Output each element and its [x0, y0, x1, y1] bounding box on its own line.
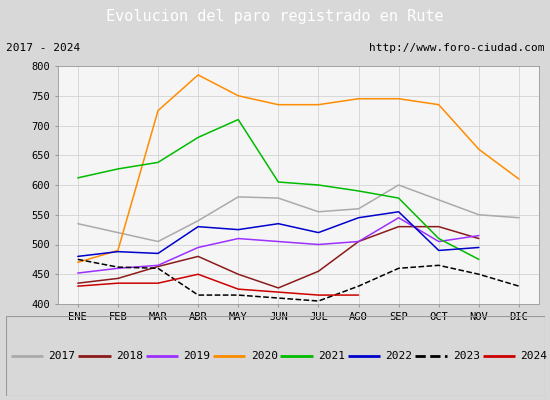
Text: 2024: 2024 — [520, 351, 547, 361]
Text: 2021: 2021 — [318, 351, 345, 361]
Text: Evolucion del paro registrado en Rute: Evolucion del paro registrado en Rute — [106, 10, 444, 24]
Text: http://www.foro-ciudad.com: http://www.foro-ciudad.com — [369, 43, 544, 53]
Text: 2020: 2020 — [251, 351, 278, 361]
Text: 2017: 2017 — [48, 351, 75, 361]
Text: 2023: 2023 — [453, 351, 480, 361]
Text: 2022: 2022 — [386, 351, 412, 361]
Text: 2019: 2019 — [183, 351, 210, 361]
Text: 2017 - 2024: 2017 - 2024 — [6, 43, 80, 53]
Text: 2018: 2018 — [116, 351, 143, 361]
